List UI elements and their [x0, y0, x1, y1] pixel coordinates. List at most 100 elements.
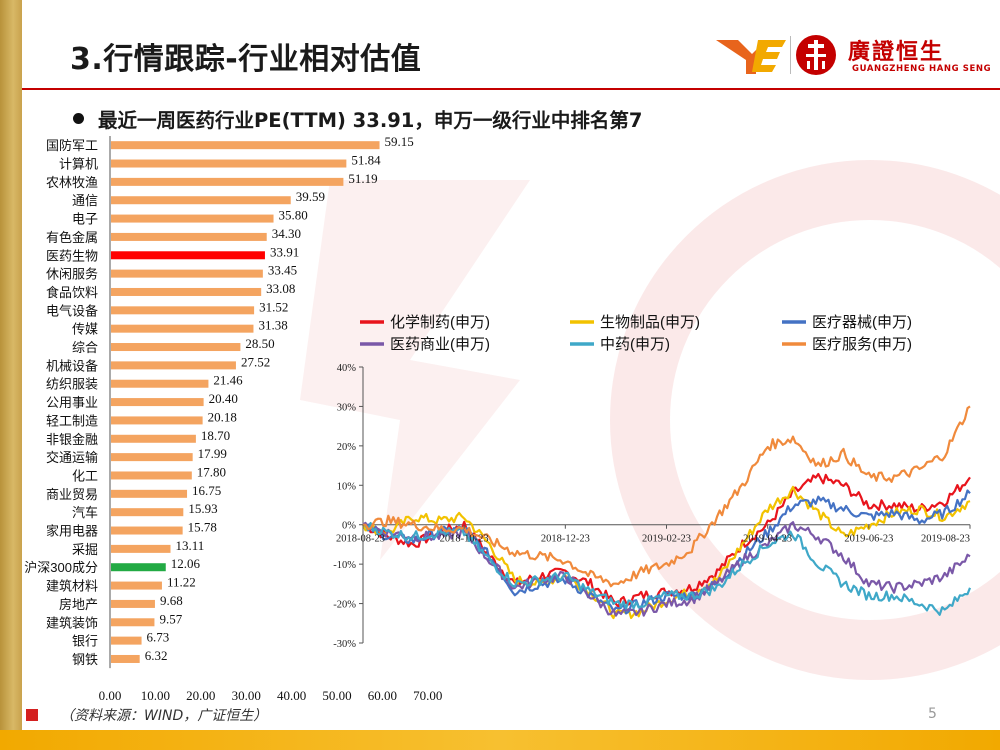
bar-category-label: 食品饮料 — [46, 285, 98, 300]
bar-value-label: 9.57 — [159, 611, 182, 626]
source-marker-icon — [26, 709, 38, 721]
bar-value-label: 18.70 — [201, 428, 230, 443]
legend-label: 医疗服务(申万) — [812, 336, 912, 353]
bar-有色金属 — [111, 232, 267, 241]
bar-category-label: 电气设备 — [46, 303, 98, 318]
bar-value-label: 33.08 — [266, 281, 295, 296]
bar-x-tick: 50.00 — [322, 688, 351, 700]
bar-通信 — [111, 196, 291, 205]
medical-subsector-line-chart: 化学制药(申万) 生物制品(申万) 医疗器械(申万) 医药商业(申万) 中药(申万) 医疗… — [333, 314, 972, 650]
bar-银行 — [111, 636, 142, 645]
bar-休闲服务 — [111, 269, 263, 278]
title-divider — [22, 88, 1000, 90]
line-x-tick: 2019-04-23 — [743, 534, 792, 545]
bar-value-label: 51.84 — [351, 153, 381, 168]
bar-category-label: 非银金融 — [46, 432, 98, 447]
bar-category-label: 沪深300成分 — [24, 560, 98, 575]
bar-value-label: 51.19 — [348, 171, 377, 186]
bar-x-tick: 70.00 — [413, 688, 442, 700]
bar-category-label: 国防军工 — [46, 138, 98, 153]
bar-value-label: 11.22 — [167, 575, 196, 590]
line-y-tick: -30% — [333, 639, 356, 650]
bar-category-label: 建筑材料 — [46, 579, 98, 594]
industry-pe-bar-chart: 国防军工 59.15 计算机 51.84 农林牧渔 51.19 通信 39.59 电子 35.80… — [24, 134, 442, 700]
bar-农林牧渔 — [111, 177, 344, 186]
bar-value-label: 27.52 — [241, 354, 270, 369]
bar-value-label: 34.30 — [272, 226, 301, 241]
bar-食品饮料 — [111, 287, 262, 296]
bar-value-label: 28.50 — [245, 336, 274, 351]
line-x-tick: 2019-02-23 — [642, 534, 691, 545]
bar-x-tick: 0.00 — [99, 688, 122, 700]
bar-category-label: 钢铁 — [72, 652, 98, 667]
bar-x-tick: 60.00 — [368, 688, 397, 700]
slide-subtitle: 最近一周医药行业PE(TTM) 33.91，申万一级行业中排名第7 — [98, 109, 643, 132]
bar-value-label: 39.59 — [296, 189, 325, 204]
bar-交通运输 — [111, 453, 193, 462]
bar-x-tick: 40.00 — [277, 688, 306, 700]
bar-钢铁 — [111, 654, 140, 663]
bar-category-label: 交通运输 — [46, 450, 98, 465]
bar-电气设备 — [111, 306, 255, 315]
bar-房地产 — [111, 599, 155, 608]
line-y-tick: 10% — [337, 481, 357, 492]
bar-category-label: 家用电器 — [46, 524, 98, 539]
bar-商业贸易 — [111, 489, 188, 498]
bar-纺织服装 — [111, 379, 209, 388]
page-title: 3.行情跟踪-行业相对估值 — [70, 42, 422, 77]
line-y-tick: -10% — [333, 560, 356, 571]
bar-value-label: 6.73 — [147, 630, 170, 645]
bar-公用事业 — [111, 398, 204, 407]
page-number: 5 — [928, 706, 937, 722]
seal-icon — [796, 35, 836, 75]
bar-value-label: 31.52 — [259, 299, 288, 314]
bar-category-label: 纺织服装 — [46, 377, 98, 392]
bar-非银金融 — [111, 434, 196, 443]
bar-category-label: 公用事业 — [46, 395, 98, 410]
bar-category-label: 房地产 — [59, 597, 98, 612]
bottom-decor-band — [0, 730, 1000, 750]
series-line — [362, 521, 971, 617]
left-decor-band — [0, 0, 22, 750]
series-line — [362, 405, 971, 588]
bar-x-tick: 30.00 — [232, 688, 261, 700]
bar-家用电器 — [111, 526, 183, 535]
bar-value-label: 35.80 — [279, 208, 308, 223]
line-x-tick: 2018-08-23 — [336, 534, 385, 545]
bar-x-tick: 10.00 — [141, 688, 170, 700]
bar-category-label: 轻工制造 — [46, 413, 98, 428]
line-y-tick: 0% — [342, 521, 356, 532]
bar-value-label: 13.11 — [176, 538, 205, 553]
bar-category-label: 电子 — [72, 212, 98, 227]
bar-建筑装饰 — [111, 618, 155, 627]
bar-value-label: 16.75 — [192, 483, 221, 498]
legend-label: 化学制药(申万) — [390, 314, 490, 331]
line-y-tick: -20% — [333, 600, 356, 611]
bar-传媒 — [111, 324, 254, 333]
bar-category-label: 有色金属 — [46, 230, 98, 245]
bar-value-label: 33.91 — [270, 244, 299, 259]
bar-轻工制造 — [111, 416, 203, 425]
line-y-tick: 40% — [337, 363, 357, 374]
bullet-icon — [73, 113, 84, 124]
bar-category-label: 采掘 — [72, 542, 98, 557]
bar-category-label: 计算机 — [59, 157, 98, 172]
bar-value-label: 9.68 — [160, 593, 183, 608]
logo-text-en: GUANGZHENG HANG SENG — [852, 64, 992, 74]
bar-value-label: 12.06 — [171, 556, 201, 571]
bar-电子 — [111, 214, 274, 223]
bar-category-label: 休闲服务 — [46, 267, 98, 282]
bar-value-label: 31.38 — [258, 318, 287, 333]
bar-综合 — [111, 343, 241, 352]
bar-建筑材料 — [111, 581, 162, 590]
bar-国防军工 — [111, 141, 380, 150]
bar-category-label: 化工 — [72, 468, 98, 483]
bar-机械设备 — [111, 361, 236, 370]
bar-value-label: 21.46 — [213, 373, 243, 388]
bar-category-label: 银行 — [72, 634, 98, 649]
legend-label: 医疗器械(申万) — [812, 314, 912, 331]
bar-value-label: 6.32 — [145, 648, 168, 663]
bar-汽车 — [111, 508, 184, 517]
bar-category-label: 汽车 — [72, 505, 98, 520]
line-y-tick: 20% — [337, 442, 357, 453]
